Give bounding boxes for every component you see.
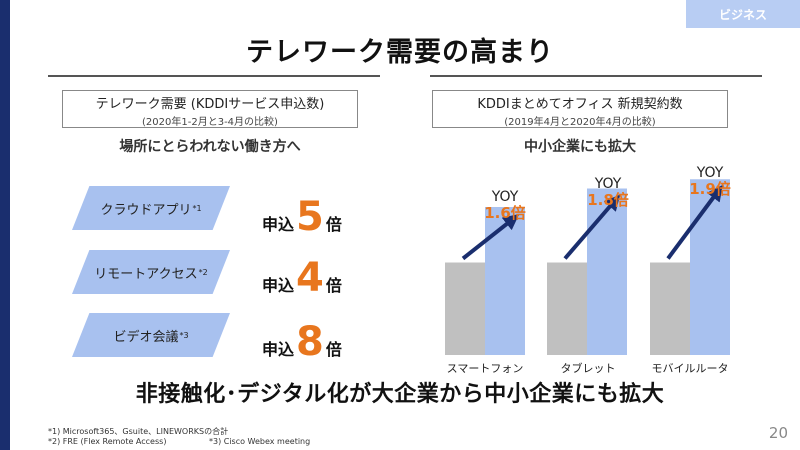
category-tab: ビジネス (686, 0, 800, 28)
service-label-remote-access: リモートアクセス *2 (72, 250, 230, 294)
left-panel-header-title: テレワーク需要 (KDDIサービス申込数) (95, 97, 325, 112)
right-panel-header-period: (2019年4月と2020年4月の比較) (504, 117, 656, 128)
bar-previous-year (547, 262, 587, 355)
application-prefix: 申込 (262, 340, 295, 359)
yoy-annotation-mobile-router: YOY 1.9倍 (670, 165, 750, 199)
x-tick-label: スマートフォン (446, 362, 524, 375)
application-prefix: 申込 (262, 215, 295, 234)
x-tick-label: タブレット (560, 362, 616, 375)
service-label-text: ビデオ会議 (113, 329, 179, 345)
slide-title: テレワーク需要の高まり (246, 37, 554, 68)
growth-arrow (461, 214, 520, 261)
application-growth-video-conference: 申込 8 倍 (262, 322, 342, 362)
page-number: 20 (768, 424, 788, 442)
bar-current-year (587, 188, 627, 355)
right-panel-header: KDDIまとめてオフィス 新規契約数 (2019年4月と2020年4月の比較) (432, 90, 728, 128)
yoy-label: YOY (696, 165, 724, 181)
footnote-ref: *3 (179, 330, 189, 340)
left-panel-header: テレワーク需要 (KDDIサービス申込数) (2020年1-2月と3-4月の比較… (62, 90, 358, 128)
yoy-label: YOY (491, 189, 519, 205)
yoy-label: YOY (594, 176, 622, 192)
service-label-cloud-apps: クラウドアプリ *1 (72, 186, 230, 230)
footnote-3: *3) Cisco Webex meeting (208, 437, 311, 446)
contracts-bar-chart: YOY 1.6倍 YOY 1.8倍 YOY 1.9倍 スマートフォン タブレット… (430, 160, 760, 380)
yoy-annotation-smartphone: YOY 1.6倍 (465, 189, 545, 223)
application-suffix: 倍 (325, 340, 342, 359)
growth-arrow (666, 184, 723, 260)
left-accent-bar (0, 0, 10, 450)
footnote-ref: *1 (192, 203, 202, 213)
growth-arrow (563, 194, 621, 260)
right-panel-subheading: 中小企業にも拡大 (524, 139, 636, 155)
right-divider (430, 75, 762, 77)
service-label-text: クラウドアプリ (100, 202, 192, 218)
yoy-annotation-tablet: YOY 1.8倍 (568, 176, 648, 210)
footnote-2-3: *2) FRE (Flex Remote Access) *3) Cisco W… (48, 437, 310, 446)
left-panel-subheading: 場所にとらわれない働き方へ (119, 139, 301, 155)
left-panel-header-period: (2020年1-2月と3-4月の比較) (142, 117, 278, 128)
application-suffix: 倍 (325, 215, 342, 234)
bar-current-year (690, 179, 730, 355)
right-panel-header-title: KDDIまとめてオフィス 新規契約数 (477, 97, 683, 112)
left-divider (48, 75, 380, 77)
footnote-2: *2) FRE (Flex Remote Access) (48, 437, 167, 446)
application-multiplier: 5 (296, 194, 324, 240)
application-growth-cloud-apps: 申込 5 倍 (262, 197, 342, 237)
application-suffix: 倍 (325, 276, 342, 295)
footnote-1: *1) Microsoft365、Gsuite、LINEWORKSの合計 (48, 427, 229, 436)
conclusion-statement: 非接触化･デジタル化が大企業から中小企業にも拡大 (135, 382, 665, 407)
application-prefix: 申込 (262, 276, 295, 295)
chart-canvas (445, 179, 730, 355)
service-label-text: リモートアクセス (94, 266, 198, 282)
yoy-value: 1.8倍 (587, 191, 629, 210)
application-multiplier: 4 (296, 255, 324, 301)
yoy-value: 1.9倍 (689, 180, 731, 199)
application-multiplier: 8 (296, 319, 324, 365)
application-growth-remote-access: 申込 4 倍 (262, 258, 342, 298)
bar-current-year (485, 207, 525, 355)
footnote-ref: *2 (198, 267, 208, 277)
yoy-value: 1.6倍 (484, 204, 526, 223)
service-label-video-conference: ビデオ会議 *3 (72, 313, 230, 357)
bar-previous-year (650, 262, 690, 355)
bar-previous-year (445, 262, 485, 355)
x-tick-label: モバイルルータ (651, 362, 729, 375)
